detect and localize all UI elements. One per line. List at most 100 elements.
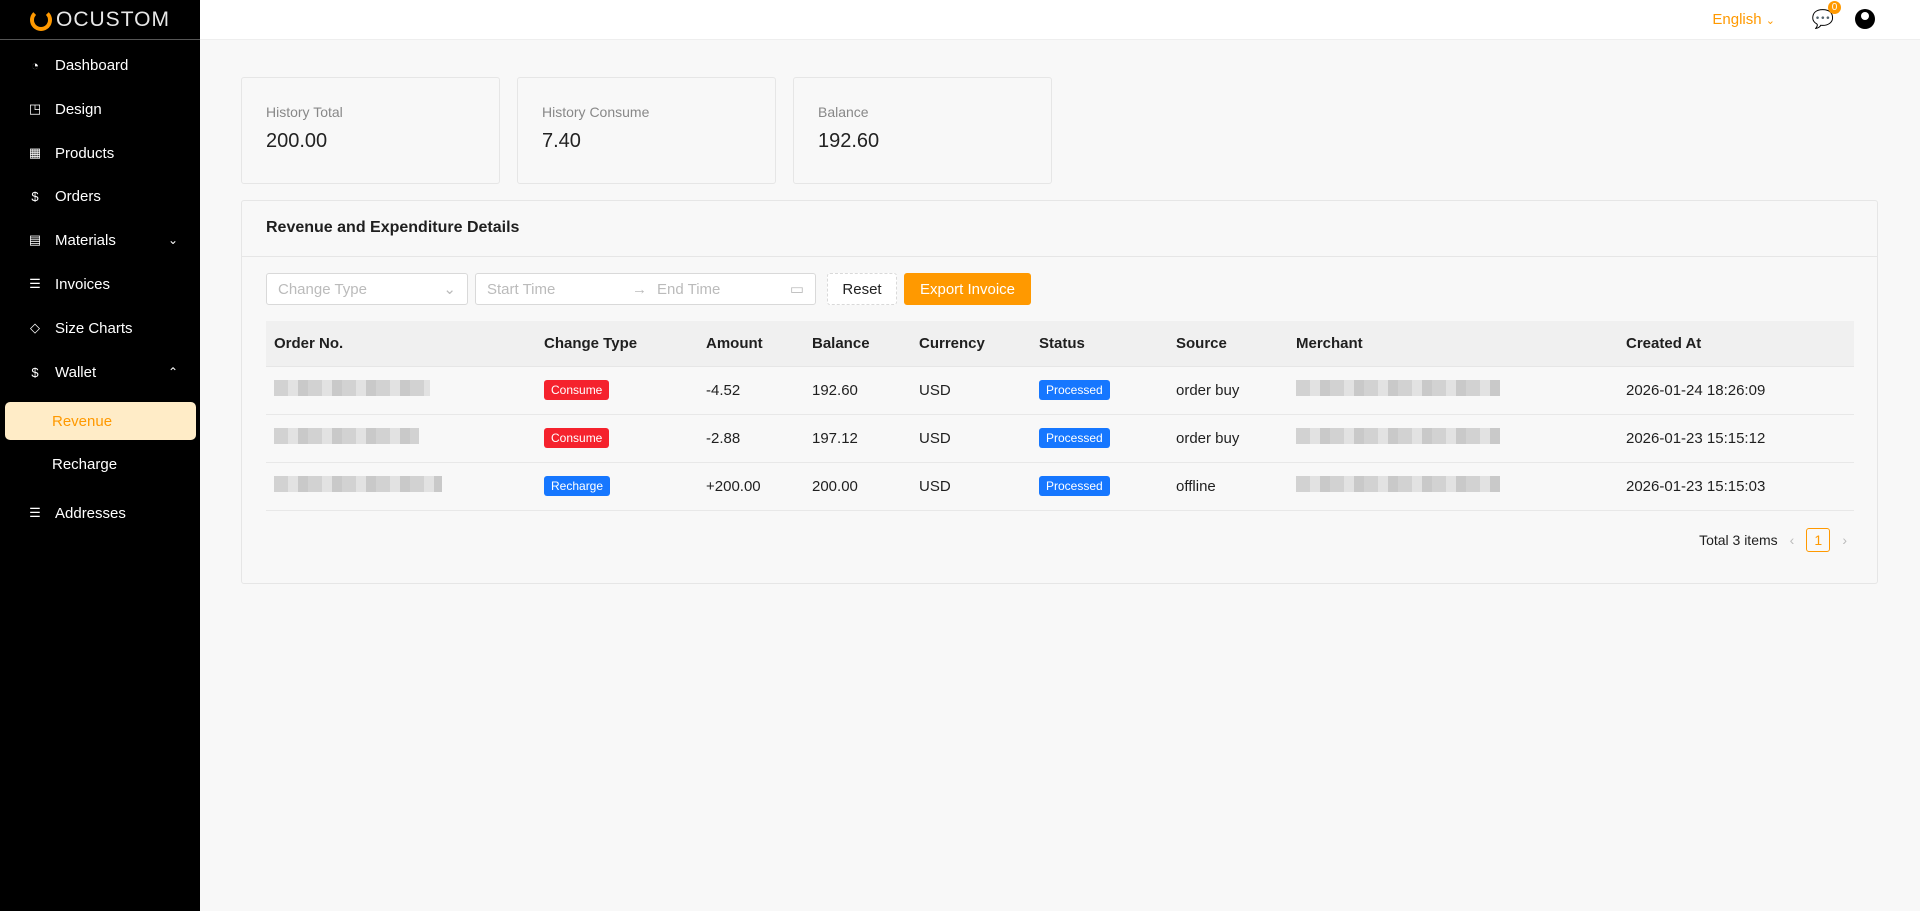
redacted-merchant (1296, 380, 1500, 396)
balance-cell: 200.00 (804, 462, 911, 511)
card-value: 192.60 (818, 130, 880, 152)
amount-cell: -2.88 (698, 414, 804, 463)
column-header: Order No. (266, 321, 536, 367)
amount-cell: -4.52 (698, 366, 804, 415)
balance-cell: 197.12 (804, 414, 911, 463)
sidebar: OCUSTOM ◔ Dashboard ◳ Design ▦ Products $ Or… (0, 0, 200, 911)
logo[interactable]: OCUSTOM (0, 0, 200, 40)
currency-cell: USD (911, 366, 1031, 415)
summary-card-balance: Balance 192.60 (793, 77, 1052, 184)
sidebar-item-label: Orders (55, 187, 101, 205)
sidebar-item-wallet[interactable]: $ Wallet ⌃ (5, 353, 196, 391)
created-at-cell: 2026-01-23 15:15:03 (1618, 462, 1854, 511)
sidebar-item-label: Addresses (55, 504, 126, 522)
total-items: Total 3 items (1699, 532, 1778, 548)
sidebar-item-size-charts[interactable]: ◇ Size Charts (5, 309, 196, 347)
design-icon: ◳ (28, 101, 42, 116)
arrow-right-icon: → (632, 280, 647, 298)
currency-cell: USD (911, 462, 1031, 511)
transactions-table: Order No. Change Type Amount Balance Cur… (266, 321, 1854, 511)
status-tag: Processed (1039, 476, 1110, 496)
user-avatar-icon[interactable] (1855, 9, 1875, 29)
start-time-input[interactable]: Start Time (487, 280, 556, 298)
redacted-order-no (274, 476, 442, 492)
sidebar-item-orders[interactable]: $ Orders (5, 177, 196, 215)
select-placeholder: Change Type (278, 280, 367, 298)
tag-icon: ◇ (30, 320, 40, 335)
sidebar-item-design[interactable]: ◳ Design (5, 90, 196, 128)
sidebar-item-dashboard[interactable]: ◔ Dashboard (5, 46, 196, 84)
column-header: Merchant (1288, 321, 1618, 367)
sidebar-item-revenue[interactable]: Revenue (5, 402, 196, 440)
change-type-tag: Consume (544, 428, 610, 448)
column-header: Amount (698, 321, 804, 367)
column-header: Currency (911, 321, 1031, 367)
column-header: Created At (1618, 321, 1854, 367)
card-label: History Total (266, 104, 343, 120)
redacted-merchant (1296, 476, 1500, 492)
sidebar-item-recharge[interactable]: Recharge (5, 445, 196, 483)
status-tag: Processed (1039, 380, 1110, 400)
sidebar-item-label: Recharge (52, 455, 118, 473)
redacted-merchant (1296, 428, 1500, 444)
export-invoice-button[interactable]: Export Invoice (904, 273, 1031, 305)
next-page-icon[interactable]: › (1842, 532, 1847, 548)
column-header: Balance (804, 321, 911, 367)
card-label: History Consume (542, 104, 650, 120)
sidebar-item-materials[interactable]: ▤ Materials ⌄ (5, 221, 196, 259)
table-row: Recharge +200.00 200.00 USD Processed of… (266, 462, 1854, 511)
card-value: 7.40 (542, 130, 581, 152)
pagination: Total 3 items ‹ 1 › (1699, 528, 1847, 552)
sidebar-item-label: Design (55, 100, 102, 118)
table-row: Consume -4.52 192.60 USD Processed order… (266, 366, 1854, 415)
page-1-button[interactable]: 1 (1806, 528, 1831, 552)
top-bar: English ⌄ 💬 0 (200, 0, 1920, 40)
change-type-select[interactable]: Change Type ⌄ (266, 273, 468, 305)
created-at-cell: 2026-01-23 15:15:12 (1618, 414, 1854, 463)
sidebar-item-invoices[interactable]: ☰ Invoices (5, 265, 196, 303)
sidebar-item-label: Revenue (52, 412, 113, 430)
sidebar-item-label: Invoices (55, 275, 111, 293)
sidebar-item-label: Size Charts (55, 319, 133, 337)
logo-text: OCUSTOM (56, 7, 170, 31)
status-tag: Processed (1039, 428, 1110, 448)
column-header: Source (1168, 321, 1288, 367)
summary-card-history-total: History Total 200.00 (241, 77, 500, 184)
balance-cell: 192.60 (804, 366, 911, 415)
card-value: 200.00 (266, 130, 328, 152)
column-header: Status (1031, 321, 1168, 367)
file-image-icon: ▤ (28, 232, 42, 247)
dollar-icon: $ (31, 188, 39, 204)
list-icon: ☰ (29, 276, 41, 291)
card-label: Balance (818, 104, 869, 120)
sidebar-item-label: Materials (55, 231, 116, 249)
sidebar-item-label: Products (55, 144, 115, 162)
prev-page-icon[interactable]: ‹ (1789, 532, 1795, 548)
end-time-input[interactable]: End Time (657, 280, 721, 298)
products-icon: ▦ (28, 145, 42, 160)
date-range-picker[interactable]: Start Time → End Time ▭ (475, 273, 816, 305)
dollar-icon: $ (31, 364, 39, 380)
chevron-down-icon: ⌄ (1765, 15, 1775, 27)
amount-cell: +200.00 (698, 462, 804, 511)
sidebar-item-label: Dashboard (55, 56, 129, 74)
sidebar-item-addresses[interactable]: ☰ Addresses (5, 494, 196, 532)
sidebar-item-label: Wallet (55, 363, 97, 381)
reset-button[interactable]: Reset (827, 273, 897, 305)
language-label: English (1712, 11, 1762, 28)
chevron-down-icon: ⌄ (167, 233, 178, 247)
redacted-order-no (274, 380, 430, 396)
notification-badge: 0 (1828, 1, 1841, 14)
calendar-icon: ▭ (789, 281, 804, 298)
message-icon[interactable]: 💬 (1811, 9, 1834, 29)
redacted-order-no (274, 428, 419, 444)
sidebar-item-products[interactable]: ▦ Products (5, 134, 196, 172)
change-type-tag: Recharge (544, 476, 611, 496)
currency-cell: USD (911, 414, 1031, 463)
source-cell: order buy (1168, 414, 1288, 463)
summary-card-history-consume: History Consume 7.40 (517, 77, 776, 184)
column-header: Change Type (536, 321, 698, 367)
source-cell: order buy (1168, 366, 1288, 415)
logo-mark-icon (30, 8, 53, 31)
language-selector[interactable]: English ⌄ (1712, 11, 1775, 28)
